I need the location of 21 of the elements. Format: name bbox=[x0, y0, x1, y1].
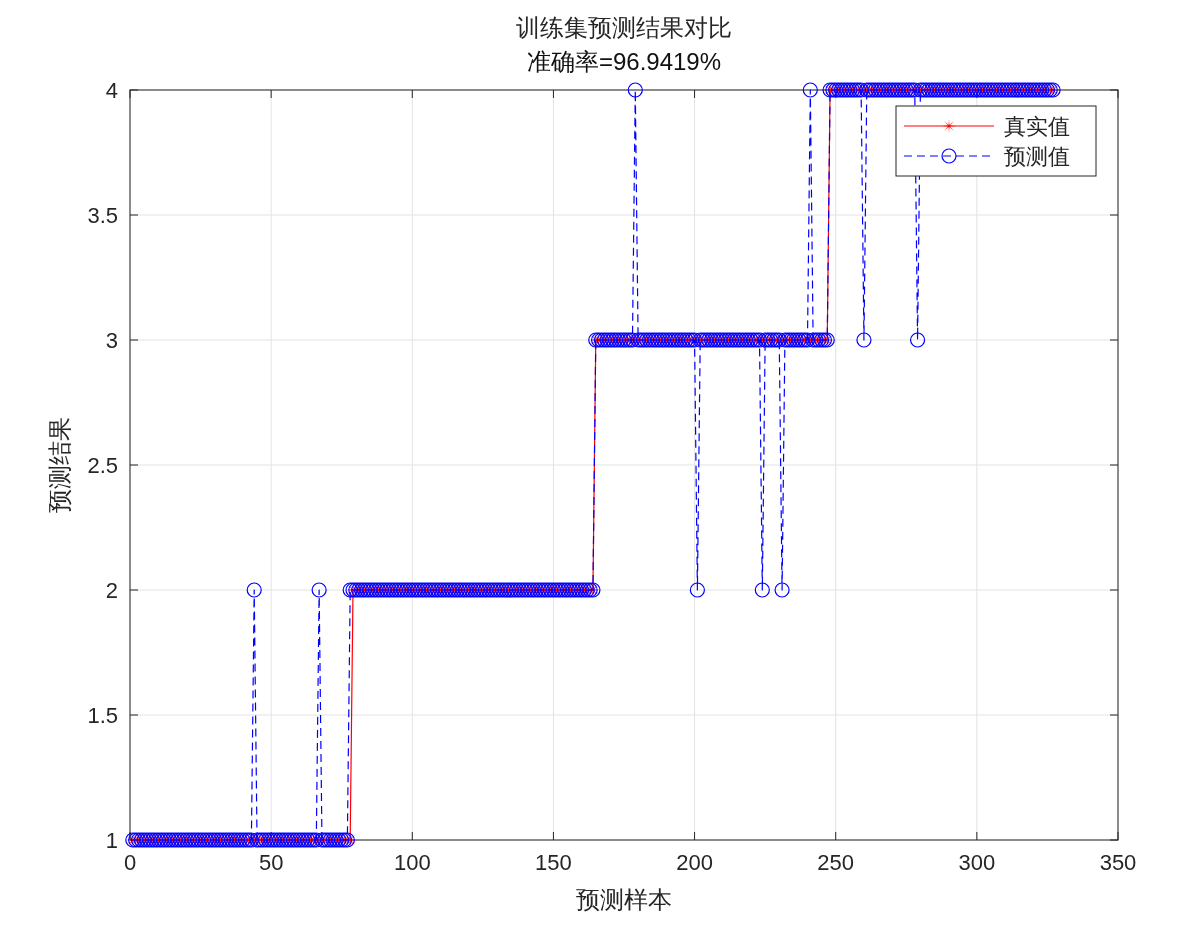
y-tick-label: 2.5 bbox=[87, 453, 118, 478]
y-tick-label: 4 bbox=[105, 78, 118, 103]
x-tick-label: 350 bbox=[1099, 850, 1137, 875]
chart-subtitle: 准确率=96.9419% bbox=[526, 48, 722, 75]
x-tick-label: 300 bbox=[958, 850, 996, 875]
x-tick-label: 150 bbox=[535, 850, 572, 875]
chart-title: 训练集预测结果对比 bbox=[516, 14, 732, 41]
y-tick-label: 1 bbox=[105, 828, 118, 853]
x-tick-label: 0 bbox=[123, 850, 137, 875]
x-tick-label: 200 bbox=[676, 850, 713, 875]
y-tick-label: 3.5 bbox=[87, 203, 118, 228]
y-tick-label: 3 bbox=[105, 328, 118, 353]
x-tick-label: 100 bbox=[393, 850, 431, 875]
x-tick-label: 50 bbox=[258, 850, 284, 875]
y-axis-title: 预测结果 bbox=[46, 417, 73, 513]
x-tick-label: 250 bbox=[817, 850, 855, 875]
legend-label: 真实值 bbox=[1004, 114, 1070, 139]
y-tick-label: 2 bbox=[105, 578, 118, 603]
x-axis-title: 预测样本 bbox=[576, 886, 672, 913]
y-tick-label: 1.5 bbox=[87, 703, 118, 728]
legend-label: 预测值 bbox=[1004, 144, 1070, 169]
